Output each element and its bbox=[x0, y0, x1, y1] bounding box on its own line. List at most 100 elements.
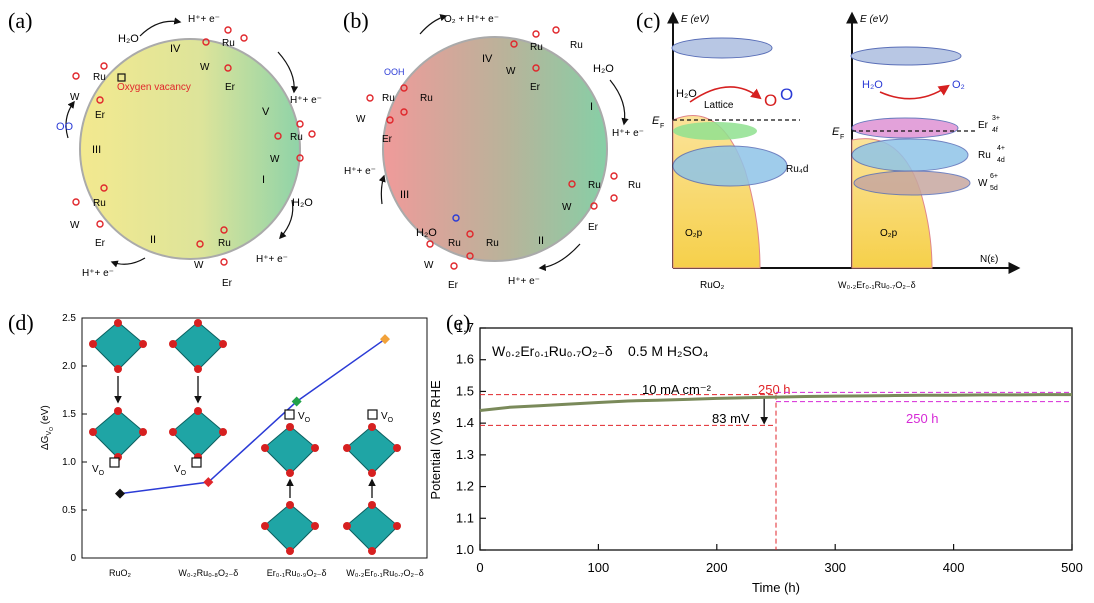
svg-text:Ru: Ru bbox=[570, 40, 583, 51]
h2o-a-right: H₂O bbox=[292, 197, 313, 209]
roman-i-a: I bbox=[262, 174, 265, 186]
svg-text:Ru: Ru bbox=[628, 180, 641, 191]
svg-text:W: W bbox=[70, 92, 80, 103]
svg-text:Er: Er bbox=[448, 280, 459, 291]
y-tick-label-d: 0.5 bbox=[62, 505, 76, 516]
x-axis-label-e: Time (h) bbox=[752, 580, 800, 595]
svg-text:Ru: Ru bbox=[218, 238, 231, 249]
panel-e: (e) 1.0 1.1 1.2 1.3 1.4 1.5 1.6 1.7 0 100 200 300 4… bbox=[428, 310, 1083, 595]
er4f-band bbox=[851, 117, 959, 139]
energy-axis-label-left: E (eV) bbox=[681, 14, 709, 25]
svg-text:Ru: Ru bbox=[530, 42, 543, 53]
svg-text:Ru: Ru bbox=[588, 180, 601, 191]
x-tick-label-e: 400 bbox=[943, 560, 965, 575]
step-a-top: H⁺+ e⁻ bbox=[188, 14, 220, 25]
dg-point bbox=[203, 477, 214, 488]
green-band-left bbox=[673, 122, 757, 140]
octa-2-top bbox=[171, 321, 225, 371]
er4f-sup: 3+ bbox=[992, 115, 1000, 122]
panel-label-a: (a) bbox=[8, 8, 32, 33]
svg-text:Ru: Ru bbox=[382, 93, 395, 104]
svg-text:Ru: Ru bbox=[486, 238, 499, 249]
octa-1-bottom bbox=[91, 409, 145, 459]
top-step-b: O₂ + H⁺+ e⁻ bbox=[444, 14, 499, 25]
panel-label-d: (d) bbox=[8, 310, 34, 335]
er4f-sub: 4f bbox=[992, 127, 998, 134]
w5d-sup: 6+ bbox=[990, 173, 998, 180]
formula-label-e: W₀.₂Er₀.₁Ru₀.₇O₂₋δ bbox=[492, 343, 613, 359]
band-top-right bbox=[850, 46, 962, 66]
vacancy-square-a bbox=[117, 73, 126, 82]
x-ticks-d: RuO₂ W₀.₂Ru₀.₈O₂₋δ Er₀.₁Ru₀.₉O₂₋δ W₀.₂Er₀.₁… bbox=[109, 568, 424, 578]
roman-iv-a: IV bbox=[170, 43, 181, 55]
time-label-magenta: 250 h bbox=[906, 411, 939, 426]
y-axis-label-e: Potential (V) vs RHE bbox=[428, 380, 443, 500]
roman-iii-a: III bbox=[92, 144, 101, 156]
x-tick-label-d: W₀.₂Ru₀.₈O₂₋δ bbox=[178, 568, 238, 578]
step-b-right: H⁺+ e⁻ bbox=[612, 128, 644, 139]
svg-text:W: W bbox=[70, 220, 80, 231]
dg-point bbox=[380, 334, 390, 345]
svg-text:W: W bbox=[194, 260, 204, 271]
y-tick-label-e: 1.5 bbox=[456, 383, 474, 398]
oxygen-atoms-a bbox=[72, 26, 316, 266]
octa-3-bottom bbox=[263, 503, 317, 553]
roman-ii-a: II bbox=[150, 234, 156, 246]
lattice-label: Lattice bbox=[704, 100, 734, 111]
x-tick-label-e: 0 bbox=[476, 560, 483, 575]
dg-point bbox=[291, 396, 302, 407]
o2-right: O₂ bbox=[952, 79, 965, 91]
x-tick-label-d: Er₀.₁Ru₀.₉O₂₋δ bbox=[267, 568, 327, 578]
y-tick-label-d: 2.0 bbox=[62, 361, 76, 372]
w5d-sub: 5d bbox=[990, 185, 998, 192]
electrolyte-label: 0.5 M H₂SO₄ bbox=[628, 343, 709, 359]
roman-v-a: V bbox=[262, 106, 270, 118]
svg-text:Ru: Ru bbox=[222, 38, 235, 49]
panel-b: (b) O₂ + H⁺+ e⁻ IV I III II H₂O H⁺+ e⁻ H… bbox=[343, 8, 644, 291]
svg-text:W: W bbox=[506, 66, 516, 77]
panel-d: (d) 0 0.5 1.0 1.5 2.0 2.5 RuO₂ W₀.₂Ru₀.₈O₂₋δ Er… bbox=[8, 310, 428, 578]
panel-c: (c) E (eV) E (eV) N(ε) E F H₂O Lattice O… bbox=[636, 8, 1021, 291]
y-tick-label-d: 1.0 bbox=[62, 457, 76, 468]
step-b-left: H⁺+ e⁻ bbox=[344, 166, 376, 177]
y-tick-label-e: 1.0 bbox=[456, 542, 474, 557]
energy-axis-label-right: E (eV) bbox=[860, 14, 888, 25]
svg-text:W: W bbox=[424, 260, 434, 271]
y-tick-label-e: 1.6 bbox=[456, 352, 474, 367]
svg-text:Er: Er bbox=[95, 238, 106, 249]
svg-text:Er: Er bbox=[225, 82, 236, 93]
ru4d-sub: 4d bbox=[997, 157, 1005, 164]
svg-text:Ru: Ru bbox=[93, 198, 106, 209]
dg-point bbox=[115, 488, 125, 499]
panel-label-e: (e) bbox=[446, 310, 470, 335]
lattice-o-red: O bbox=[764, 91, 777, 110]
y-tick-label-e: 1.2 bbox=[456, 479, 474, 494]
ef-right: E bbox=[832, 126, 840, 138]
y-tick-label-e: 1.1 bbox=[456, 510, 474, 525]
wer-ruo2-name: W₀.₂Er₀.₁Ru₀.₇O₂₋δ bbox=[838, 280, 916, 290]
octa-4-top bbox=[345, 425, 399, 475]
ru4d-sup: 4+ bbox=[997, 145, 1005, 152]
guide-lines-e bbox=[480, 391, 1072, 550]
oo-a-left: OO bbox=[56, 121, 74, 133]
x-tick-label-e: 500 bbox=[1061, 560, 1083, 575]
h2o-b-left: H₂O bbox=[416, 227, 437, 239]
y-ticks-d: 0 0.5 1.0 1.5 2.0 2.5 bbox=[62, 313, 87, 564]
svg-text:Ru: Ru bbox=[93, 72, 106, 83]
svg-text:Er: Er bbox=[588, 222, 599, 233]
x-tick-label-d: W₀.₂Er₀.₁Ru₀.₇O₂₋δ bbox=[346, 568, 424, 578]
y-tick-label-e: 1.7 bbox=[456, 320, 474, 335]
h2o-c-right: H₂O bbox=[862, 79, 883, 91]
h2o-c-left: H₂O bbox=[676, 88, 697, 100]
lattice-o-blue: O bbox=[780, 85, 793, 104]
svg-text:W: W bbox=[356, 114, 366, 125]
h2o-b-right: H₂O bbox=[593, 63, 614, 75]
octa-2-bottom bbox=[171, 409, 225, 459]
dg-points bbox=[115, 334, 390, 499]
x-tick-label-e: 300 bbox=[824, 560, 846, 575]
svg-text:Ru: Ru bbox=[420, 93, 433, 104]
er4f-label: Er bbox=[978, 120, 989, 131]
svg-text:Er: Er bbox=[530, 82, 541, 93]
mechanism-circle-a bbox=[79, 38, 301, 260]
panel-a: (a) Oxygen vacancy IV V III I II H₂O H⁺+… bbox=[8, 8, 322, 289]
